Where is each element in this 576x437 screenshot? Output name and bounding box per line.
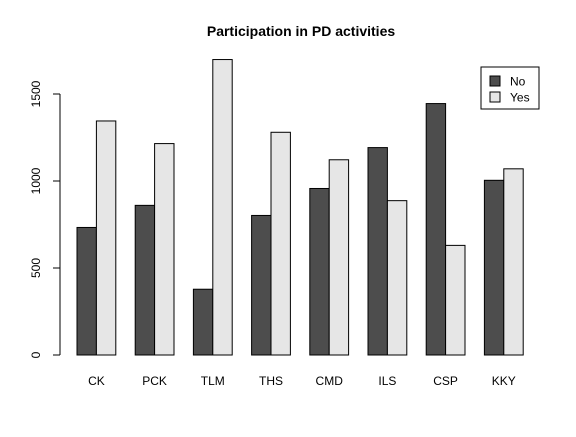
chart-title: Participation in PD activities (207, 23, 395, 39)
bar-tlm-no (192, 288, 214, 356)
legend-swatch (489, 75, 501, 87)
bars-group (76, 59, 524, 356)
x-tick-label-pck: PCK (142, 374, 167, 388)
bar-csp-yes (445, 244, 466, 356)
x-tick-label-ths: THS (259, 374, 283, 388)
y-tick-label: 0 (29, 351, 43, 358)
bar-pck-no (134, 204, 156, 356)
bar-ils-yes (386, 200, 408, 356)
bar-kky-yes (503, 168, 524, 356)
bar-ck-no (76, 226, 97, 356)
legend-swatch (489, 91, 501, 103)
legend-label: Yes (510, 91, 530, 105)
bar-ck-yes (95, 120, 117, 356)
x-tick-label-tlm: TLM (201, 374, 225, 388)
bar-ils-no (367, 147, 388, 356)
bar-cmd-no (309, 187, 330, 356)
bar-ths-yes (270, 131, 291, 356)
bar-kky-no (483, 179, 505, 356)
bar-tlm-yes (212, 59, 233, 356)
legend-label: No (510, 75, 526, 89)
x-tick-label-kky: KKY (492, 374, 516, 388)
bar-csp-no (425, 103, 447, 356)
y-tick-label: 1500 (29, 80, 43, 107)
x-axis-labels: CK PCK TLM THS CMD ILS CSP KKY (88, 374, 516, 388)
x-tick-label-ils: ILS (378, 374, 396, 388)
x-tick-label-cmd: CMD (316, 374, 344, 388)
x-tick-label-ck: CK (88, 374, 105, 388)
bar-cmd-yes (328, 159, 350, 356)
y-tick-label: 1000 (29, 167, 43, 194)
x-tick-label-csp: CSP (433, 374, 458, 388)
legend: No Yes (480, 66, 540, 110)
y-axis: 0 500 1000 1500 (29, 80, 61, 358)
bar-ths-no (251, 214, 272, 356)
bar-pck-yes (154, 143, 175, 356)
y-tick-label: 500 (29, 258, 43, 278)
